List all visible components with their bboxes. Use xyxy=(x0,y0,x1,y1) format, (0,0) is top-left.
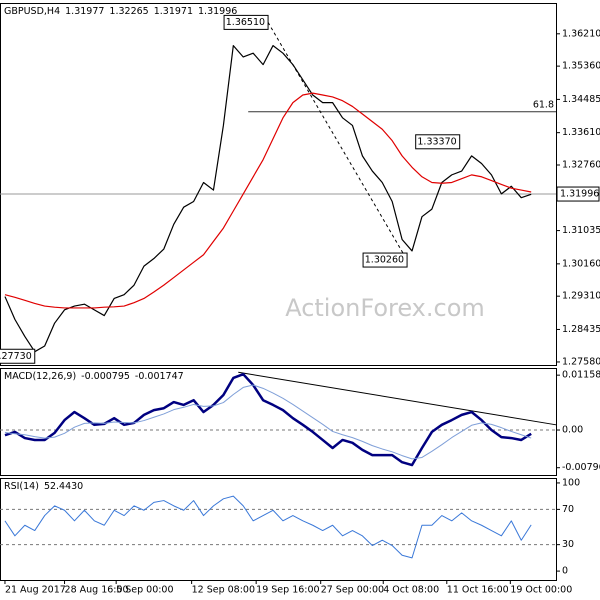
y-tick-label: 0 xyxy=(562,566,568,577)
x-tick-label: 19 Oct 00:00 xyxy=(510,585,572,596)
header-bg xyxy=(1,479,84,492)
panel-title: MACD(12,26,9) xyxy=(4,371,76,382)
panel-title: GBPUSD,H4 xyxy=(4,6,60,17)
y-tick-label: 1.28435 xyxy=(562,324,600,335)
panel-header: RSI(14) 52.4430 xyxy=(4,481,83,492)
y-tick-label: 1.27580 xyxy=(562,356,600,367)
y-tick-label: 70 xyxy=(562,504,574,515)
x-tick-label: 19 Sep 16:00 xyxy=(256,585,319,596)
header-bg xyxy=(1,4,223,17)
panel-frame xyxy=(0,368,557,476)
x-tick-label: 11 Oct 16:00 xyxy=(447,585,509,596)
last-price-box xyxy=(556,186,600,202)
y-tick-label: 1.32760 xyxy=(562,159,600,170)
price-label-box xyxy=(0,348,36,364)
series-line xyxy=(4,384,532,460)
panel-header: GBPUSD,H4 1.31977 1.32265 1.31971 1.31996 xyxy=(4,6,237,17)
price-label: 1.36510 xyxy=(226,17,265,28)
x-tick-label: 21 Aug 2017 xyxy=(5,585,66,596)
header-value: 1.32265 xyxy=(109,6,148,17)
y-tick-label: 1.33610 xyxy=(562,127,600,138)
series-line xyxy=(4,92,532,309)
fib-label: 61.8 xyxy=(533,99,554,110)
y-tick-label: 0.011588 xyxy=(562,370,600,381)
panel-frame xyxy=(0,478,557,581)
x-tick-label: 4 Oct 08:00 xyxy=(383,585,439,596)
header-value: -0.001747 xyxy=(135,371,184,382)
y-tick-label: 100 xyxy=(562,477,580,488)
header-value: 1.31977 xyxy=(65,6,104,17)
swing-line xyxy=(267,22,408,261)
header-value: 1.31996 xyxy=(198,6,237,17)
x-tick-label: 27 Sep 00:00 xyxy=(321,585,384,596)
y-tick-label: 0.00 xyxy=(562,425,583,436)
trendline xyxy=(238,371,557,426)
panel-header: MACD(12,26,9) -0.000795 -0.001747 xyxy=(4,371,184,382)
series-line xyxy=(4,495,532,559)
header-value: 52.4430 xyxy=(44,481,83,492)
price-label: 1.27730 xyxy=(0,351,32,362)
x-tick-label: 5 Sep 00:00 xyxy=(116,585,173,596)
header-value: 1.31971 xyxy=(154,6,193,17)
y-tick-label: -0.007961 xyxy=(562,462,600,473)
series-line xyxy=(4,372,532,467)
series-line xyxy=(4,44,532,353)
y-tick-label: 1.30160 xyxy=(562,258,600,269)
y-tick-label: 1.36210 xyxy=(562,28,600,39)
y-tick-label: 1.34485 xyxy=(562,94,600,105)
y-tick-label: 1.31035 xyxy=(562,225,600,236)
y-tick-label: 30 xyxy=(562,539,574,550)
header-bg xyxy=(1,369,179,382)
panel-frame xyxy=(0,3,557,366)
price-label-box xyxy=(415,134,461,150)
y-tick-label: 1.35360 xyxy=(562,61,600,72)
price-label: 1.30260 xyxy=(365,255,404,266)
x-tick-label: 28 Aug 16:00 xyxy=(65,585,129,596)
y-tick-label: 1.29310 xyxy=(562,291,600,302)
panel-title: RSI(14) xyxy=(4,481,39,492)
watermark: ActionForex.com xyxy=(285,294,485,322)
header-value: -0.000795 xyxy=(81,371,130,382)
x-tick-label: 12 Sep 08:00 xyxy=(192,585,255,596)
price-label-box xyxy=(362,252,408,268)
last-price-label: 1.31996 xyxy=(560,189,599,200)
price-label-box xyxy=(223,14,269,30)
price-label: 1.33370 xyxy=(417,136,456,147)
